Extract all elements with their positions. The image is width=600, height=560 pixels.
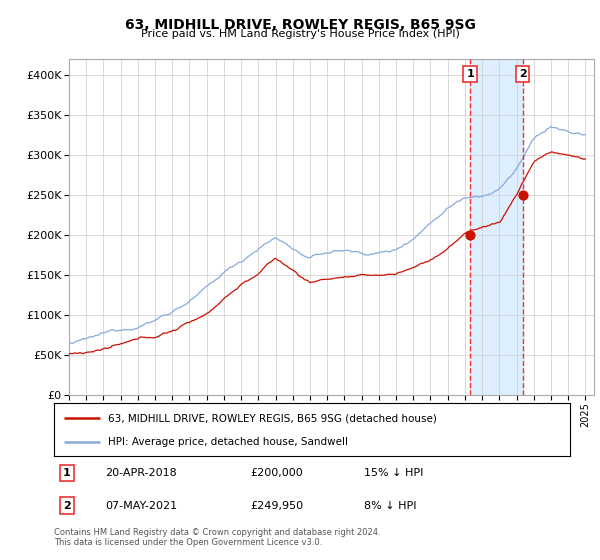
- Text: £249,950: £249,950: [250, 501, 303, 511]
- Text: 1: 1: [63, 468, 71, 478]
- Text: 63, MIDHILL DRIVE, ROWLEY REGIS, B65 9SG: 63, MIDHILL DRIVE, ROWLEY REGIS, B65 9SG: [125, 18, 475, 32]
- Text: 15% ↓ HPI: 15% ↓ HPI: [364, 468, 423, 478]
- Text: 2: 2: [518, 69, 526, 79]
- Text: HPI: Average price, detached house, Sandwell: HPI: Average price, detached house, Sand…: [108, 436, 348, 446]
- Text: Price paid vs. HM Land Registry's House Price Index (HPI): Price paid vs. HM Land Registry's House …: [140, 29, 460, 39]
- Text: 8% ↓ HPI: 8% ↓ HPI: [364, 501, 416, 511]
- Text: 2: 2: [63, 501, 71, 511]
- Point: [518, 190, 527, 199]
- Text: 20-APR-2018: 20-APR-2018: [106, 468, 178, 478]
- Text: 07-MAY-2021: 07-MAY-2021: [106, 501, 178, 511]
- Text: 63, MIDHILL DRIVE, ROWLEY REGIS, B65 9SG (detached house): 63, MIDHILL DRIVE, ROWLEY REGIS, B65 9SG…: [108, 413, 437, 423]
- Bar: [470, 59, 523, 395]
- Point: [465, 230, 475, 239]
- Text: £200,000: £200,000: [250, 468, 303, 478]
- Text: 1: 1: [466, 69, 474, 79]
- Text: Contains HM Land Registry data © Crown copyright and database right 2024.
This d: Contains HM Land Registry data © Crown c…: [54, 528, 380, 547]
